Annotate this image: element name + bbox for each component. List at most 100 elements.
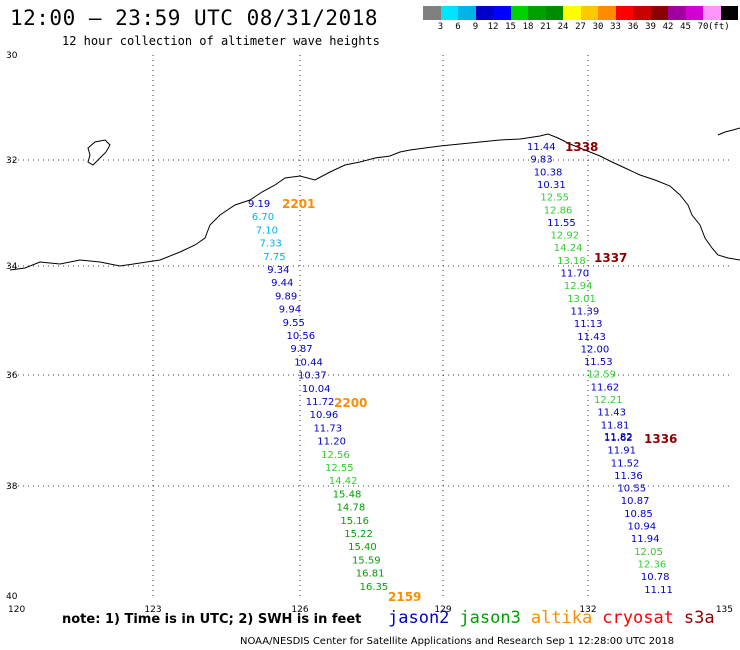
wave-height-value: 11.62: [604, 433, 633, 444]
wave-height-value: 9.55: [283, 318, 305, 329]
wave-height-value: 11.36: [614, 471, 643, 482]
map-title: 12:00 – 23:59 UTC 08/31/2018: [10, 6, 379, 30]
colorbar-swatch: [720, 6, 738, 20]
wave-height-value: 11.72: [306, 397, 335, 408]
wave-height-value: 12.56: [321, 450, 350, 461]
colorbar-swatch: [475, 6, 493, 20]
wave-height-value: 9.89: [275, 291, 297, 302]
wave-height-value: 12.55: [325, 463, 354, 474]
colorbar-tick-label: 70: [697, 22, 709, 32]
satellite-s3a: s3a: [683, 608, 715, 628]
wave-height-value: 9.83: [530, 155, 552, 166]
wave-height-value: 14.78: [337, 503, 366, 514]
wave-height-value: 11.91: [607, 446, 636, 457]
colorbar-swatch: [703, 6, 721, 20]
wave-height-value: 10.44: [294, 357, 323, 368]
colorbar-swatch: [650, 6, 668, 20]
colorbar-swatch: [685, 6, 703, 20]
footer-credit: NOAA/NESDIS Center for Satellite Applica…: [240, 636, 675, 647]
wave-height-value: 7.33: [260, 239, 282, 250]
wave-height-value: 13.18: [557, 256, 586, 267]
colorbar-swatch: [423, 6, 441, 20]
wave-height-value: 10.37: [298, 371, 327, 382]
wave-height-value: 15.16: [340, 516, 369, 527]
longitude-label: 120: [8, 605, 25, 615]
coastline-main: [9, 133, 740, 271]
wave-height-value: 11.73: [313, 423, 342, 434]
colorbar-swatch: [563, 6, 581, 20]
colorbar-swatch: [440, 6, 458, 20]
colorbar-swatch: [633, 6, 651, 20]
pass-time-label: 1338: [565, 140, 598, 154]
wave-height-value: 10.56: [287, 331, 316, 342]
wave-height-value: 15.48: [333, 489, 362, 500]
wave-height-value: 12.94: [564, 281, 593, 292]
wave-height-value: 11.43: [577, 332, 606, 343]
coast-east: [717, 127, 740, 136]
wave-height-value: 11.44: [527, 142, 556, 153]
colorbar-swatch: [580, 6, 598, 20]
colorbar-tick-label: 42: [662, 22, 674, 32]
wave-height-value: 9.44: [271, 278, 293, 289]
satellite-altika: altika: [530, 608, 593, 628]
wave-height-value: 12.36: [638, 559, 667, 570]
wave-height-value: 15.40: [348, 542, 377, 553]
wave-height-value: 6.70: [252, 212, 274, 223]
wave-height-value: 12.00: [581, 344, 610, 355]
pass-time-label: 1336: [644, 432, 677, 446]
wave-height-value: 11.39: [571, 306, 600, 317]
colorbar-swatch: [528, 6, 546, 20]
wave-height-value: 11.94: [631, 534, 660, 545]
wave-height-value: 10.85: [624, 509, 653, 520]
wave-height-value: 12.86: [544, 205, 573, 216]
wave-height-colorbar: [423, 6, 738, 20]
wave-height-value: 15.22: [344, 529, 373, 540]
wave-height-value: 12.59: [587, 370, 616, 381]
coastline: [9, 127, 740, 271]
colorbar-tick-label: 6: [455, 22, 461, 32]
wave-height-value: 10.87: [621, 496, 650, 507]
latitude-label: 40: [6, 592, 18, 602]
wave-height-value: 12.92: [550, 231, 579, 242]
longitude-label: 135: [716, 605, 733, 615]
wave-height-value: 15.59: [352, 555, 381, 566]
wave-height-value: 9.34: [267, 265, 289, 276]
latitude-label: 38: [6, 482, 18, 492]
wave-height-value: 11.55: [547, 218, 576, 229]
colorbar-tick-label: 21: [540, 22, 551, 32]
colorbar-swatch: [668, 6, 686, 20]
wave-height-value: 11.43: [597, 408, 626, 419]
pass-time-label: 2201: [282, 197, 315, 211]
satellite-jason2: jason2: [388, 608, 450, 628]
colorbar-tick-label: 30: [592, 22, 604, 32]
colorbar-swatch: [510, 6, 528, 20]
colorbar-swatch: [598, 6, 616, 20]
satellite-jason3: jason3: [459, 608, 521, 628]
wave-height-value: 11.11: [644, 585, 673, 596]
wave-height-value: 11.20: [317, 437, 346, 448]
wave-height-value: 7.75: [263, 252, 285, 263]
wave-height-value: 11.81: [601, 420, 630, 431]
colorbar-swatch: [458, 6, 476, 20]
pass-time-label: 2200: [334, 396, 367, 410]
colorbar-swatch: [493, 6, 511, 20]
footnote: note: 1) Time is in UTC; 2) SWH is in fe…: [62, 612, 362, 627]
wave-height-value: 10.94: [628, 522, 657, 533]
longitude-label: 129: [434, 605, 451, 615]
wave-height-value: 7.10: [256, 225, 278, 236]
latitude-label: 36: [6, 371, 18, 381]
wave-height-value: 11.62: [591, 382, 620, 393]
colorbar-tick-label: 45: [680, 22, 691, 32]
colorbar-tick-label: 18: [522, 22, 534, 32]
wave-height-value: 16.35: [360, 582, 389, 593]
wave-height-value: 10.96: [310, 410, 339, 421]
colorbar-tick-label: 9: [472, 22, 479, 32]
satellite-legend: jason2 jason3 altika cryosat s3a: [388, 608, 725, 628]
wave-height-value: 10.78: [641, 572, 670, 583]
wave-height-value: 9.19: [248, 199, 270, 210]
pass-time-label: 1337: [594, 251, 627, 265]
colorbar-swatch: [615, 6, 633, 20]
observation-labels: 9.19 6.70 7.10 7.33 7.75 9.34 9.44 9.89 9.94 9.55…: [248, 140, 677, 604]
colorbar-tick-label: 15: [505, 22, 516, 32]
